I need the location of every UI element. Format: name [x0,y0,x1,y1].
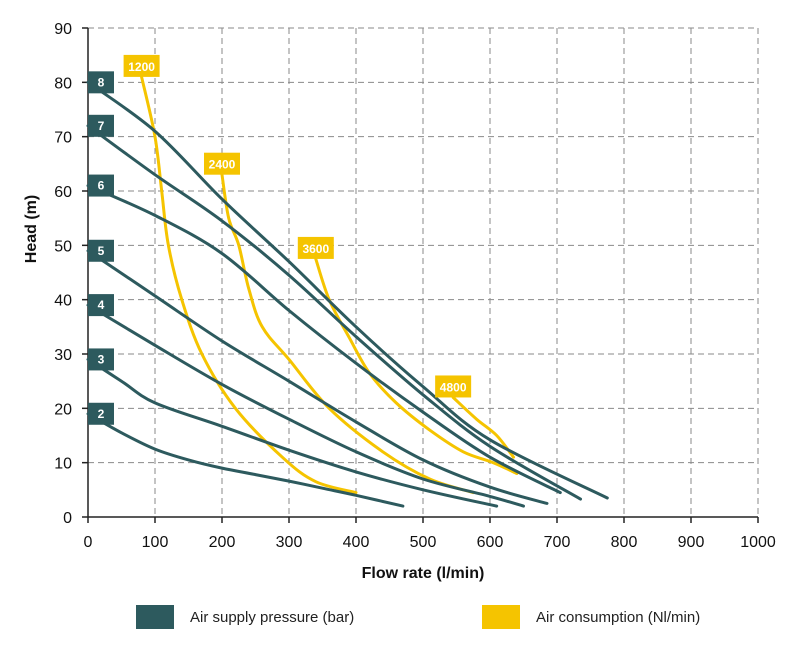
y-tick-label-40: 40 [54,293,72,310]
y-tick-label-70: 70 [54,130,72,147]
pressure-tag-8 [88,71,114,94]
legend: Air supply pressure (bar) Air consumptio… [136,605,700,629]
x-tick-label-200: 200 [209,534,236,551]
pressure-tag-6 [88,174,114,197]
y-tick-label-80: 80 [54,75,72,92]
y-tick-label-0: 0 [63,510,72,527]
grid [88,27,759,517]
legend-swatch-consumption [482,605,520,629]
pressure-line-6-bar [86,184,562,495]
pressure-line-2-bar [86,412,405,508]
y-tick-label-30: 30 [54,347,72,364]
pressure-tag-label-4: 4 [98,298,105,312]
pressure-line-7-bar [86,124,582,501]
x-tick-label-800: 800 [611,534,638,551]
x-tick-label-500: 500 [410,534,437,551]
x-tick-label-0: 0 [84,534,93,551]
x-tick-label-700: 700 [544,534,571,551]
legend-label-consumption: Air consumption (Nl/min) [536,609,700,626]
x-tick-label-600: 600 [477,534,504,551]
y-axis-title: Head (m) [23,195,40,263]
pressure-tag-label-7: 7 [98,119,105,133]
y-tick-label-90: 90 [54,21,72,38]
legend-label-pressure: Air supply pressure (bar) [190,609,354,626]
consumption-tag-label-4800: 4800 [440,380,467,394]
consumption-tag-2400 [204,152,240,175]
y-tick-labels: 0 10 20 30 40 50 60 70 80 90 [54,21,88,527]
x-axis-title: Flow rate (l/min) [362,565,485,582]
pressure-line-5-bar [86,249,549,505]
consumption-tag-4800 [435,375,472,398]
y-tick-label-10: 10 [54,456,72,473]
pressure-line-3-bar [86,357,499,508]
pressure-tag-label-2: 2 [98,407,105,421]
consumption-tag-1200 [123,54,160,77]
x-tick-label-300: 300 [276,534,303,551]
x-tick-label-1000: 1000 [740,534,776,551]
x-tick-label-100: 100 [142,534,169,551]
consumption-tag-3600 [297,236,334,259]
x-tick-labels: 0 100 200 300 400 500 600 700 800 900 1000 [84,517,776,551]
x-tick-label-400: 400 [343,534,370,551]
y-tick-label-50: 50 [54,238,72,255]
pressure-tag-label-5: 5 [98,244,105,258]
pressure-line-4-bar [86,303,525,508]
air-consumption-series [140,75,519,495]
air-pressure-series [86,80,609,508]
pressure-tag-2 [88,402,114,425]
pressure-tag-label-3: 3 [98,352,105,366]
consumption-line-3600 [314,257,519,475]
consumption-line-2400 [220,173,475,495]
pressure-tag-label-6: 6 [98,179,105,193]
pressure-tag-label-8: 8 [98,75,105,89]
y-tick-label-20: 20 [54,401,72,418]
pressure-tag-5 [88,239,114,262]
consumption-tag-label-2400: 2400 [209,158,236,172]
consumption-tag-label-1200: 1200 [128,60,155,74]
consumption-tag-label-3600: 3600 [302,242,329,256]
pressure-tag-3 [88,348,114,371]
series-tags: 2 3 4 5 6 7 8 1200 2400 3600 4800 [88,54,472,425]
consumption-line-1200 [140,75,358,495]
x-tick-label-900: 900 [678,534,705,551]
pressure-tag-4 [88,294,114,317]
y-tick-label-60: 60 [54,184,72,201]
pressure-tag-7 [88,114,114,137]
legend-swatch-pressure [136,605,174,629]
pressure-line-8-bar [86,80,609,500]
